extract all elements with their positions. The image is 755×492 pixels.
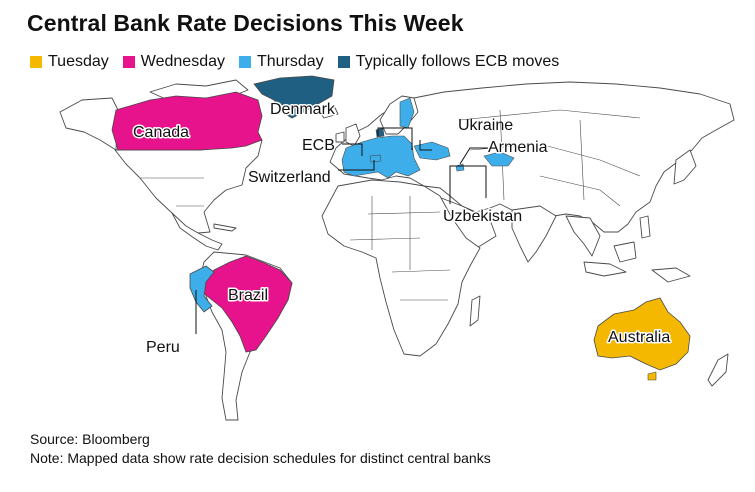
legend-item-wednesday: Wednesday <box>122 53 225 71</box>
map-label-ecb: ECB <box>302 137 335 154</box>
finland-region <box>399 97 415 129</box>
armenia-leader <box>459 147 488 165</box>
footnote: Note: Mapped data show rate decision sch… <box>30 450 491 466</box>
north-america-landmass <box>114 139 263 234</box>
legend-item-follows-ecb: Typically follows ECB moves <box>337 53 560 71</box>
uk-landmass <box>345 123 361 147</box>
borneo-island <box>613 241 637 263</box>
map-label-switzerland: Switzerland <box>248 169 331 186</box>
map-label-brazil: Brazil <box>228 287 268 304</box>
uzbekistan-leader <box>449 165 487 204</box>
tasmania-region <box>647 371 657 381</box>
leader-lines <box>195 127 488 334</box>
alaska-landmass <box>59 97 119 151</box>
legend-item-tuesday: Tuesday <box>30 53 109 71</box>
country-borders <box>140 109 641 301</box>
switzerland-region <box>369 154 382 163</box>
denmark-region <box>375 127 385 138</box>
japan-islands <box>673 149 697 185</box>
cuba <box>213 223 237 232</box>
source-note: Source: Bloomberg <box>30 431 150 447</box>
ukraine-region <box>413 141 451 161</box>
uzbekistan-region <box>483 151 515 167</box>
map-label-armenia: Armenia <box>488 139 548 156</box>
legend-label: Thursday <box>256 53 324 70</box>
legend-swatch <box>122 56 135 68</box>
greenland-denmark-region <box>253 75 335 119</box>
chart-title: Central Bank Rate Decisions This Week <box>27 10 464 36</box>
eurasia-landmass <box>329 81 735 247</box>
ukraine-leader <box>419 140 432 151</box>
indochina-landmass <box>565 215 601 257</box>
legend-item-thursday: Thursday <box>238 53 324 71</box>
legend-swatch <box>30 56 42 68</box>
iceland-landmass <box>317 105 339 119</box>
australia-region <box>593 297 691 371</box>
indonesia-islands <box>583 261 627 277</box>
map-label-uzbekistan: Uzbekistan <box>443 208 522 225</box>
central-america-landmass <box>171 212 223 251</box>
india-landmass <box>511 205 557 263</box>
philippines-islands <box>639 215 651 239</box>
map-label-denmark: Denmark <box>270 101 336 118</box>
map-label-ukraine: Ukraine <box>458 117 513 134</box>
new-guinea-island <box>651 267 691 283</box>
map-label-peru: Peru <box>146 339 180 356</box>
africa-landmass <box>321 179 481 357</box>
ireland-landmass <box>335 131 345 143</box>
legend-swatch <box>238 56 251 68</box>
legend-label: Wednesday <box>140 53 225 70</box>
map-label-canada: Canada <box>133 124 189 141</box>
legend-swatch <box>337 56 350 68</box>
madagascar-landmass <box>469 295 481 327</box>
brazil-region <box>201 255 293 353</box>
ecb-leader <box>342 143 363 156</box>
canada-region <box>111 91 263 151</box>
legend: Tuesday Wednesday Thursday Typically fol… <box>30 52 573 72</box>
switzerland-leader <box>338 160 375 171</box>
legend-label: Tuesday <box>48 53 109 70</box>
world-map: Canada Denmark Ukraine ECB Armenia Switz… <box>59 75 735 421</box>
denmark-leader <box>377 127 413 150</box>
map-label-australia: Australia <box>608 329 670 346</box>
legend-label: Typically follows ECB moves <box>355 53 560 70</box>
new-zealand-islands <box>707 353 729 387</box>
